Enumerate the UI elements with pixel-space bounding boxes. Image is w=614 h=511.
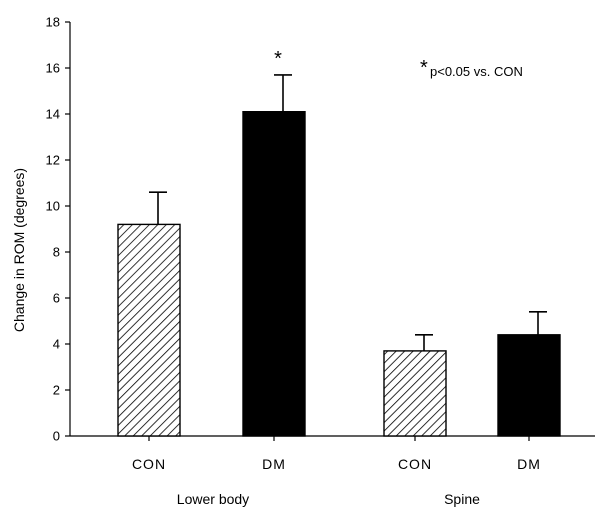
y-tick-label: 0: [53, 429, 60, 444]
y-tick-label: 16: [46, 61, 60, 76]
y-tick-label: 8: [53, 245, 60, 260]
bar-spine-con: [383, 350, 447, 437]
category-label: DM: [262, 456, 286, 472]
error-bars: [149, 74, 547, 351]
y-tick-label: 12: [46, 153, 60, 168]
legend-star: *: [420, 57, 428, 79]
y-tick-label: 6: [53, 291, 60, 306]
y-tick-label: 2: [53, 383, 60, 398]
labels: CON * DM Lower body CON DM Spine: [132, 48, 541, 507]
bar-lower-body-dm: [242, 110, 306, 437]
legend-text: p<0.05 vs. CON: [430, 64, 523, 79]
y-tick-label: 10: [46, 199, 60, 214]
group-label: Spine: [444, 491, 480, 507]
bar-lower-body-con: [117, 223, 181, 437]
bars: [117, 110, 561, 437]
category-label: CON: [132, 456, 166, 472]
significance-legend: * p<0.05 vs. CON: [420, 57, 523, 79]
y-tick-label: 18: [46, 15, 60, 30]
significance-marker: *: [274, 48, 282, 70]
bar-spine-dm: [497, 334, 561, 437]
y-tick-label: 4: [53, 337, 60, 352]
category-label: DM: [517, 456, 541, 472]
y-axis-title: Change in ROM (degrees): [11, 168, 27, 332]
y-tick-label: 14: [46, 107, 60, 122]
y-axis: 0 2 4 6 8 10 12 14 16 18: [46, 15, 71, 444]
x-axis: [70, 435, 595, 441]
group-label: Lower body: [177, 491, 249, 507]
category-label: CON: [398, 456, 432, 472]
